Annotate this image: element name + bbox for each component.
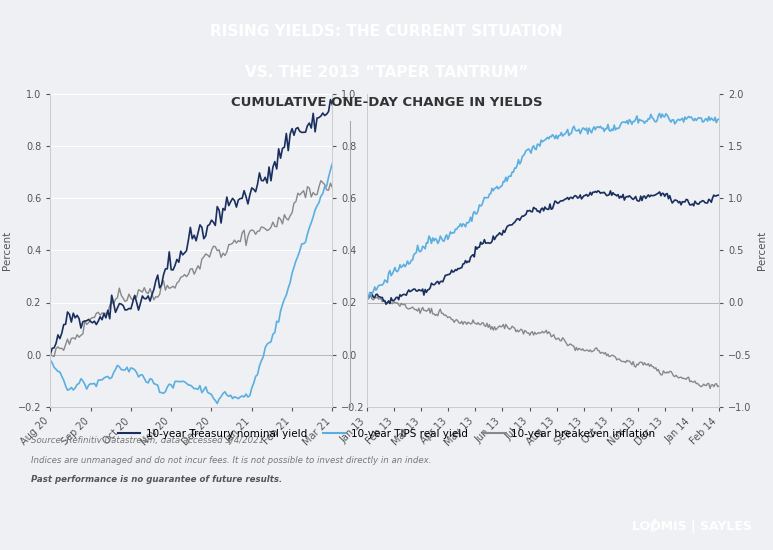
Text: Indices are unmanaged and do not incur fees. It is not possible to invest direct: Indices are unmanaged and do not incur f…	[31, 456, 431, 465]
Text: RISING YIELDS: THE CURRENT SITUATION: RISING YIELDS: THE CURRENT SITUATION	[210, 24, 563, 39]
Text: Source: Refinitiv Datastream, data accessed 3/4/2021.: Source: Refinitiv Datastream, data acces…	[31, 437, 267, 446]
Legend: 10-year Treasury nominal yield, 10-year TIPS real yield, 10-year breakeven infla: 10-year Treasury nominal yield, 10-year …	[114, 425, 659, 443]
Text: Past performance is no guarantee of future results.: Past performance is no guarantee of futu…	[31, 475, 282, 484]
Y-axis label: Percent: Percent	[2, 230, 12, 270]
Text: CUMULATIVE ONE-DAY CHANGE IN YIELDS: CUMULATIVE ONE-DAY CHANGE IN YIELDS	[230, 96, 543, 109]
Y-axis label: Percent: Percent	[757, 230, 767, 270]
Text: VS. THE 2013 “TAPER TANTRUM”: VS. THE 2013 “TAPER TANTRUM”	[245, 65, 528, 80]
Text: ℓ: ℓ	[649, 518, 657, 536]
Text: LOOMIS | SAYLES: LOOMIS | SAYLES	[632, 520, 752, 533]
